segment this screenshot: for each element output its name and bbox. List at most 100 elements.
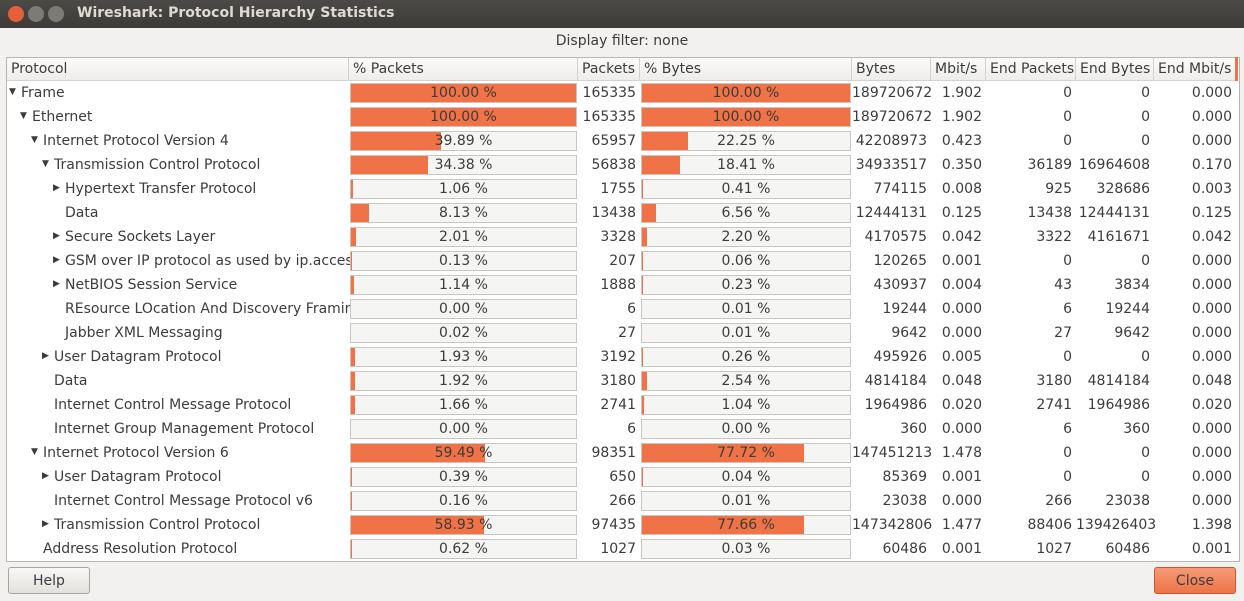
percent-bar: 1.93 %: [350, 347, 577, 367]
column-header[interactable]: % Packets: [349, 58, 578, 81]
cell-value: 0.000: [1191, 349, 1232, 365]
expander-arrow[interactable]: ▼: [31, 447, 38, 457]
percent-label: 18.41 %: [717, 157, 775, 173]
cell-value: 1964986: [1087, 397, 1150, 413]
cell-value: 12444131: [855, 205, 927, 221]
percent-label: 39.89 %: [434, 133, 493, 149]
percent-label: 2.54 %: [721, 373, 771, 389]
cell-value: 0: [1141, 133, 1150, 149]
percent-label: 1.04 %: [721, 397, 771, 413]
cell-value: 56838: [591, 157, 636, 173]
percent-label: 77.66 %: [717, 517, 775, 533]
percent-bar: 0.04 %: [641, 467, 851, 487]
protocol-name: User Datagram Protocol: [54, 469, 222, 485]
cell-value: 4170575: [864, 229, 927, 245]
cell-value: 0: [1141, 85, 1150, 101]
cell-value: 6: [1063, 421, 1072, 437]
cell-value: 1755: [600, 181, 636, 197]
protocol-name: Address Resolution Protocol: [43, 541, 238, 557]
expander-arrow[interactable]: ▶: [42, 519, 49, 529]
expander-arrow[interactable]: ▶: [53, 183, 60, 193]
percent-bar-fill: [351, 156, 429, 174]
percent-label: 0.26 %: [721, 349, 771, 365]
cell-value: 0.000: [1191, 85, 1232, 101]
cell-value: 0.000: [1191, 493, 1232, 509]
cell-value: 3180: [600, 373, 636, 389]
expander-arrow[interactable]: ▶: [53, 255, 60, 265]
percent-bar: 1.14 %: [350, 275, 577, 295]
column-header[interactable]: End Bytes: [1076, 58, 1154, 81]
percent-label: 0.62 %: [439, 541, 488, 557]
column-header[interactable]: End Packets: [986, 58, 1076, 81]
cell-value: 23038: [1105, 493, 1150, 509]
cell-value: 0.042: [941, 229, 982, 245]
percent-bar: 0.26 %: [641, 347, 851, 367]
percent-bar: 77.72 %: [641, 443, 851, 463]
percent-label: 100.00 %: [712, 109, 780, 125]
percent-bar: 0.03 %: [641, 539, 851, 559]
cell-value: 147451213: [852, 445, 933, 461]
percent-label: 1.06 %: [439, 181, 488, 197]
cell-value: 19244: [882, 301, 927, 317]
expander-arrow[interactable]: ▶: [42, 471, 49, 481]
protocol-name: Data: [65, 205, 99, 221]
close-window-button[interactable]: [8, 6, 24, 22]
close-button[interactable]: Close: [1154, 567, 1236, 594]
percent-bar-fill: [351, 180, 354, 198]
column-header[interactable]: End Mbit/s: [1154, 58, 1236, 81]
protocol-name: Internet Control Message Protocol v6: [54, 493, 313, 509]
cell-value: 4814184: [1087, 373, 1150, 389]
protocol-name: REsource LOcation And Discovery Framing: [65, 301, 363, 317]
percent-bar: 0.00 %: [350, 299, 577, 319]
cell-value: 360: [900, 421, 927, 437]
column-header[interactable]: Bytes: [852, 58, 931, 81]
cell-value: 0.000: [1191, 469, 1232, 485]
percent-bar-fill: [642, 348, 643, 366]
percent-bar: 0.01 %: [641, 323, 851, 343]
expander-arrow[interactable]: ▼: [20, 111, 27, 121]
column-header[interactable]: Mbit/s: [931, 58, 986, 81]
cell-value: 36189: [1027, 157, 1072, 173]
cell-value: 0.125: [1191, 205, 1232, 221]
percent-label: 0.41 %: [721, 181, 771, 197]
protocol-name: Hypertext Transfer Protocol: [65, 181, 257, 197]
column-header[interactable]: Packets: [578, 58, 640, 81]
expander-arrow[interactable]: ▶: [53, 279, 60, 289]
percent-bar-fill: [642, 396, 645, 414]
cell-value: 0.000: [941, 301, 982, 317]
percent-bar-fill: [642, 204, 656, 222]
percent-bar: 0.39 %: [350, 467, 577, 487]
cell-value: 0.000: [1191, 301, 1232, 317]
expander-arrow[interactable]: ▶: [53, 231, 60, 241]
percent-bar: 0.41 %: [641, 179, 851, 199]
protocol-name: Internet Protocol Version 6: [43, 445, 229, 461]
cell-value: 120265: [873, 253, 927, 269]
maximize-button[interactable]: [48, 6, 64, 22]
percent-bar-fill: [351, 228, 356, 246]
minimize-button[interactable]: [28, 6, 44, 22]
expander-arrow[interactable]: ▼: [42, 159, 49, 169]
percent-label: 59.49 %: [434, 445, 493, 461]
percent-label: 1.66 %: [439, 397, 488, 413]
cell-value: 9642: [891, 325, 927, 341]
protocol-name: Data: [54, 373, 88, 389]
percent-label: 1.92 %: [439, 373, 488, 389]
title-bar: Wireshark: Protocol Hierarchy Statistics: [0, 0, 1244, 28]
protocol-name: Transmission Control Protocol: [54, 517, 261, 533]
cell-value: 650: [609, 469, 636, 485]
cell-value: 0.001: [941, 469, 982, 485]
expander-arrow[interactable]: ▶: [42, 351, 49, 361]
cell-value: 189720672: [852, 109, 933, 125]
percent-bar: 8.13 %: [350, 203, 577, 223]
column-header[interactable]: Protocol: [7, 58, 349, 81]
help-button[interactable]: Help: [8, 567, 90, 594]
cell-value: 4161671: [1087, 229, 1150, 245]
percent-label: 1.14 %: [439, 277, 488, 293]
expander-arrow[interactable]: ▼: [9, 87, 16, 97]
percent-label: 0.03 %: [721, 541, 771, 557]
cell-value: 97435: [591, 517, 636, 533]
column-header[interactable]: % Bytes: [640, 58, 852, 81]
percent-bar-fill: [351, 540, 353, 558]
cell-value: 0.125: [941, 205, 982, 221]
expander-arrow[interactable]: ▼: [31, 135, 38, 145]
